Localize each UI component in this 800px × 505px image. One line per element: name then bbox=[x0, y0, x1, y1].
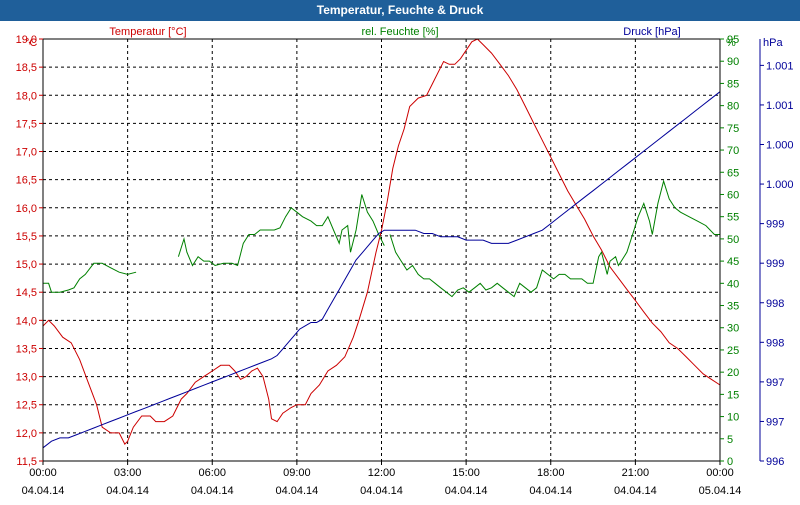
humidity-series-title: rel. Feuchte [%] bbox=[361, 26, 438, 38]
x-tick-date: 04.04.14 bbox=[106, 485, 149, 497]
humidity-tick-label: 30 bbox=[727, 323, 739, 335]
humidity-tick-label: 45 bbox=[727, 256, 739, 268]
x-tick-date: 04.04.14 bbox=[360, 485, 403, 497]
x-tick-time: 09:00 bbox=[283, 467, 311, 479]
humidity-tick-label: 5 bbox=[727, 434, 733, 446]
temperature-tick-label: 12,0 bbox=[16, 428, 37, 440]
pressure-tick-label: 999 bbox=[766, 258, 784, 270]
pressure-tick-label: 997 bbox=[766, 377, 784, 389]
x-tick-date: 04.04.14 bbox=[614, 485, 657, 497]
humidity-tick-label: 80 bbox=[727, 101, 739, 113]
grid-lines bbox=[43, 38, 720, 461]
humidity-tick-label: 15 bbox=[727, 389, 739, 401]
pressure-tick-label: 998 bbox=[766, 298, 784, 310]
x-tick-date: 04.04.14 bbox=[275, 485, 318, 497]
humidity-tick-label: 10 bbox=[727, 412, 739, 424]
humidity-tick-label: 60 bbox=[727, 189, 739, 201]
x-tick-time: 18:00 bbox=[537, 467, 565, 479]
humidity-tick-label: 20 bbox=[727, 367, 739, 379]
humidity-series-line bbox=[177, 194, 385, 267]
pressure-tick-label: 996 bbox=[766, 456, 784, 468]
axes bbox=[39, 38, 764, 465]
x-tick-time: 03:00 bbox=[114, 467, 142, 479]
humidity-series-line bbox=[389, 179, 720, 298]
pressure-tick-label: 1.000 bbox=[766, 179, 794, 191]
pressure-tick-label: 1.000 bbox=[766, 140, 794, 152]
humidity-tick-label: 65 bbox=[727, 167, 739, 179]
humidity-unit-label: % bbox=[726, 37, 736, 49]
chart-area: 00:00 04.04.14 03:00 04.04.14 06:00 04.04.14 0… bbox=[0, 21, 800, 500]
humidity-tick-label: 40 bbox=[727, 278, 739, 290]
humidity-tick-label: 25 bbox=[727, 345, 739, 357]
x-tick-date: 04.04.14 bbox=[529, 485, 572, 497]
x-tick-date: 04.04.14 bbox=[445, 485, 488, 497]
humidity-tick-label: 70 bbox=[727, 145, 739, 157]
temperature-tick-label: 12,5 bbox=[16, 400, 37, 412]
temperature-series-title: Temperatur [°C] bbox=[109, 26, 186, 38]
temperature-tick-label: 15,0 bbox=[16, 259, 37, 271]
x-tick-date: 05.04.14 bbox=[699, 485, 742, 497]
pressure-tick-label: 998 bbox=[766, 337, 784, 349]
x-tick-time: 12:00 bbox=[368, 467, 396, 479]
temperature-tick-label: 19,0 bbox=[16, 34, 37, 46]
temperature-tick-label: 15,5 bbox=[16, 231, 37, 243]
temperature-tick-label: 18,5 bbox=[16, 62, 37, 74]
x-tick-time: 00:00 bbox=[29, 467, 57, 479]
x-tick-date: 04.04.14 bbox=[191, 485, 234, 497]
temperature-series-line bbox=[42, 38, 721, 445]
x-tick-time: 21:00 bbox=[622, 467, 650, 479]
temperature-tick-label: 16,0 bbox=[16, 203, 37, 215]
axis-labels: 00:00 04.04.14 03:00 04.04.14 06:00 04.04.14 0… bbox=[16, 26, 794, 497]
x-tick-time: 06:00 bbox=[198, 467, 226, 479]
x-tick-date: 04.04.14 bbox=[22, 485, 65, 497]
humidity-tick-label: 90 bbox=[727, 56, 739, 68]
humidity-tick-label: 35 bbox=[727, 301, 739, 313]
temperature-tick-label: 11,5 bbox=[16, 456, 37, 468]
humidity-tick-label: 0 bbox=[727, 456, 733, 468]
pressure-series-line bbox=[42, 91, 721, 449]
pressure-tick-label: 1.001 bbox=[766, 60, 794, 72]
humidity-tick-label: 85 bbox=[727, 78, 739, 90]
series-lines bbox=[42, 38, 721, 449]
pressure-tick-label: 1.001 bbox=[766, 100, 794, 112]
temperature-tick-label: 13,0 bbox=[16, 372, 37, 384]
temperature-tick-label: 17,0 bbox=[16, 147, 37, 159]
x-tick-time: 00:00 bbox=[706, 467, 734, 479]
temperature-tick-label: 13,5 bbox=[16, 343, 37, 355]
temperature-tick-label: 18,0 bbox=[16, 90, 37, 102]
pressure-tick-label: 997 bbox=[766, 416, 784, 428]
humidity-series-line bbox=[43, 262, 137, 293]
window-title: Temperatur, Feuchte & Druck bbox=[0, 0, 800, 21]
pressure-unit-label: hPa bbox=[763, 37, 783, 49]
humidity-tick-label: 95 bbox=[727, 34, 739, 46]
humidity-tick-label: 75 bbox=[727, 123, 739, 135]
temperature-tick-label: 16,5 bbox=[16, 175, 37, 187]
humidity-tick-label: 50 bbox=[727, 234, 739, 246]
temperature-tick-label: 14,0 bbox=[16, 315, 37, 327]
x-tick-time: 15:00 bbox=[452, 467, 480, 479]
pressure-series-title: Druck [hPa] bbox=[623, 26, 680, 38]
humidity-tick-label: 55 bbox=[727, 212, 739, 224]
temperature-unit-label: °C bbox=[25, 37, 37, 49]
temperature-tick-label: 17,5 bbox=[16, 118, 37, 130]
pressure-tick-label: 999 bbox=[766, 219, 784, 231]
temperature-tick-label: 14,5 bbox=[16, 287, 37, 299]
chart-svg: 00:00 04.04.14 03:00 04.04.14 06:00 04.04.14 0… bbox=[16, 26, 794, 497]
